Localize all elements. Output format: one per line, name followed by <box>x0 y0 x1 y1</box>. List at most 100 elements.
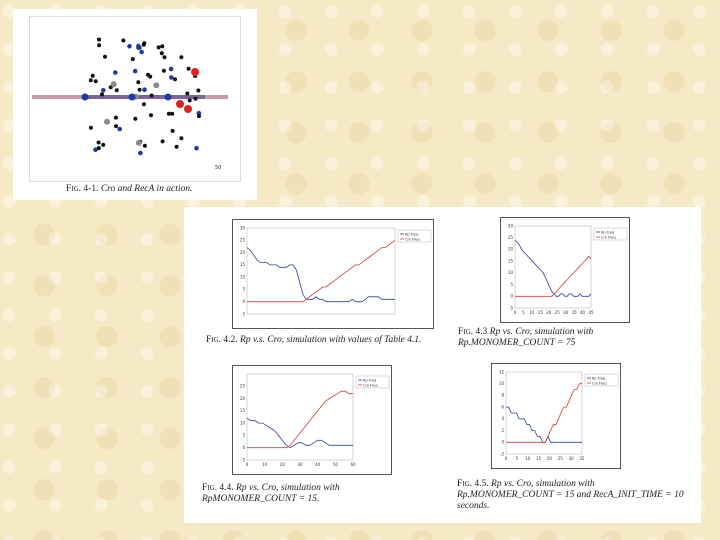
particle <box>185 91 190 96</box>
y-tick-label: 8 <box>501 393 504 398</box>
x-tick-label: 50 <box>333 462 339 467</box>
y-tick-label: 0 <box>242 299 245 304</box>
y-tick-label: 2 <box>501 428 504 433</box>
x-tick-label: 20 <box>547 456 553 461</box>
legend-box <box>593 227 628 241</box>
particle <box>97 37 101 42</box>
plot-area <box>505 371 583 455</box>
particle <box>136 80 141 85</box>
y-tick-label: 0 <box>510 294 513 299</box>
reca-particle <box>176 100 184 108</box>
series-line-0 <box>506 406 582 443</box>
chart-4-2: -5 0 5 10 15 20 25 30 Rp Freq Cro Freq <box>232 219 434 329</box>
x-tick-label: 10 <box>529 310 535 315</box>
particle <box>103 54 107 59</box>
particle <box>127 44 132 49</box>
y-tick-label: 15 <box>508 258 514 263</box>
y-tick-label: 20 <box>240 250 246 255</box>
fig44-caption-num: Fig. 4.4. <box>202 483 234 493</box>
x-tick-label: 10 <box>262 462 268 467</box>
scale-label: 50 <box>215 165 221 171</box>
particle <box>170 128 175 133</box>
particle <box>170 111 175 116</box>
particle <box>149 93 154 98</box>
x-tick-label: 15 <box>536 456 542 461</box>
particle <box>114 88 119 93</box>
x-tick-label: 40 <box>315 462 321 467</box>
x-tick-label: 20 <box>280 462 286 467</box>
particle <box>166 111 171 116</box>
particle <box>139 49 144 55</box>
particle <box>117 126 122 132</box>
y-tick-label: 30 <box>508 223 514 228</box>
particle <box>193 96 198 101</box>
particle <box>104 118 110 125</box>
reca-particle <box>191 68 199 76</box>
particle <box>141 42 146 47</box>
particle <box>96 140 101 145</box>
fig45-caption-text3: seconds. <box>457 501 490 511</box>
x-tick-label: 30 <box>563 310 569 315</box>
particle <box>156 45 161 50</box>
x-tick-label: 5 <box>516 456 519 461</box>
x-tick-label: 30 <box>297 462 303 467</box>
particle <box>113 70 118 75</box>
particle <box>97 43 102 48</box>
rp-bound <box>164 93 172 101</box>
chart-4-5: -2 0 2 4 6 8 10 12 0 5 10 15 20 25 30 35 Rp Freq Cro Freq <box>491 363 621 469</box>
y-tick-label: 20 <box>508 247 514 252</box>
particle <box>136 43 141 49</box>
legend-label: Rp Freq <box>592 376 605 380</box>
y-tick-label: 15 <box>240 408 246 413</box>
fig45-caption-text2: Rp.MONOMER_COUNT = 15 and RecA_INIT_TIME… <box>457 490 684 500</box>
x-tick-label: 0 <box>505 456 508 461</box>
chart-4-4: -5 0 5 10 15 20 25 0 10 20 30 40 50 60 Rp Freq Cro Freq <box>232 365 392 475</box>
y-tick-label: 25 <box>508 235 514 240</box>
fig43-caption: Fig. 4.3 Rp vs. Cro, simulation with Rp.… <box>458 327 593 349</box>
fig41-caption-num: Fig. 4-1. <box>66 184 99 194</box>
fig42-caption-num: Fig. 4.2. <box>206 335 238 345</box>
particle <box>160 139 165 144</box>
particle <box>101 88 106 93</box>
fig41-panel: 50 Fig. 4-1. Cro and RecA in action. <box>13 9 257 200</box>
particle <box>135 139 142 146</box>
legend-box <box>397 229 432 243</box>
particle <box>146 72 150 77</box>
series-line-1 <box>247 239 396 303</box>
particle <box>153 82 160 89</box>
legend-label: Cro Freq <box>405 237 420 241</box>
y-tick-label: 12 <box>499 369 505 374</box>
y-tick-label: 4 <box>501 416 504 421</box>
plot-area <box>246 227 396 315</box>
legend-label: Rp Freq <box>601 230 614 234</box>
series-line-1 <box>515 255 592 297</box>
y-tick-label: 0 <box>242 445 245 450</box>
y-tick-label: 5 <box>510 282 513 287</box>
fig44-caption: Fig. 4.4. Rp vs. Cro, simulation with Rp… <box>202 483 340 505</box>
fig43-caption-text1: Rp vs. Cro, simulation with <box>489 327 594 337</box>
y-tick-label: -2 <box>500 451 504 456</box>
fig43-caption-num: Fig. 4.3 <box>458 327 488 337</box>
particle <box>162 55 167 60</box>
particle <box>137 87 142 92</box>
fig43-caption-text2: Rp.MONOMER_COUNT = 75 <box>458 338 576 348</box>
legend-label: Cro Freq <box>592 381 607 385</box>
fig45-caption-num: Fig. 4.5. <box>457 479 489 489</box>
series-line-1 <box>506 383 582 443</box>
particle <box>113 115 118 120</box>
particle <box>169 75 174 80</box>
y-tick-label: 15 <box>240 262 246 267</box>
series-line-0 <box>246 247 395 303</box>
particle <box>93 79 98 84</box>
particle <box>168 66 174 72</box>
particle <box>96 146 101 151</box>
particle <box>149 113 153 118</box>
y-tick-label: 10 <box>499 381 505 386</box>
fig45-caption: Fig. 4.5. Rp vs. Cro, simulation with Rp… <box>457 479 684 512</box>
fig45-caption-text1: Rp vs. Cro, simulation with <box>491 479 595 489</box>
particle <box>173 77 177 82</box>
fig42-caption: Fig. 4.2. Rp v.s. Cro, simulation with v… <box>206 335 422 346</box>
particle <box>196 88 201 93</box>
